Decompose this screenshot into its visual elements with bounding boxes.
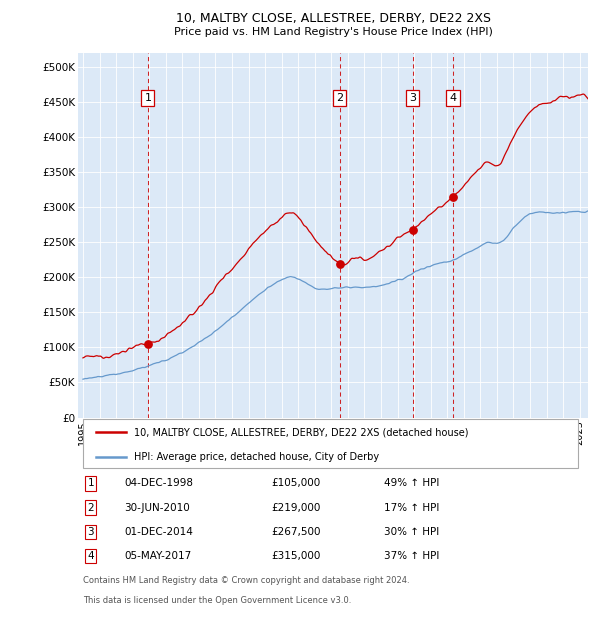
Text: 01-DEC-2014: 01-DEC-2014 bbox=[124, 527, 193, 537]
Text: £219,000: £219,000 bbox=[272, 503, 321, 513]
Text: 4: 4 bbox=[88, 551, 94, 561]
Text: 30-JUN-2010: 30-JUN-2010 bbox=[124, 503, 190, 513]
Text: 04-DEC-1998: 04-DEC-1998 bbox=[124, 479, 193, 489]
Text: 37% ↑ HPI: 37% ↑ HPI bbox=[384, 551, 439, 561]
Text: 30% ↑ HPI: 30% ↑ HPI bbox=[384, 527, 439, 537]
Text: 1: 1 bbox=[88, 479, 94, 489]
Text: Contains HM Land Registry data © Crown copyright and database right 2024.: Contains HM Land Registry data © Crown c… bbox=[83, 576, 410, 585]
FancyBboxPatch shape bbox=[83, 419, 578, 468]
Text: 17% ↑ HPI: 17% ↑ HPI bbox=[384, 503, 439, 513]
Point bbox=[335, 259, 344, 269]
Text: Price paid vs. HM Land Registry's House Price Index (HPI): Price paid vs. HM Land Registry's House … bbox=[173, 27, 493, 37]
Point bbox=[408, 225, 418, 235]
Text: 10, MALTBY CLOSE, ALLESTREE, DERBY, DE22 2XS: 10, MALTBY CLOSE, ALLESTREE, DERBY, DE22… bbox=[176, 12, 491, 25]
Text: 2: 2 bbox=[336, 93, 343, 104]
Point bbox=[143, 339, 152, 349]
Text: 10, MALTBY CLOSE, ALLESTREE, DERBY, DE22 2XS (detached house): 10, MALTBY CLOSE, ALLESTREE, DERBY, DE22… bbox=[134, 427, 469, 437]
Text: 05-MAY-2017: 05-MAY-2017 bbox=[124, 551, 191, 561]
Text: This data is licensed under the Open Government Licence v3.0.: This data is licensed under the Open Gov… bbox=[83, 596, 352, 604]
Text: £315,000: £315,000 bbox=[272, 551, 321, 561]
Text: 49% ↑ HPI: 49% ↑ HPI bbox=[384, 479, 439, 489]
Text: £267,500: £267,500 bbox=[272, 527, 322, 537]
Text: HPI: Average price, detached house, City of Derby: HPI: Average price, detached house, City… bbox=[134, 451, 379, 461]
Text: £105,000: £105,000 bbox=[272, 479, 321, 489]
Text: 1: 1 bbox=[145, 93, 151, 104]
Point bbox=[448, 192, 458, 202]
Text: 3: 3 bbox=[88, 527, 94, 537]
Text: 2: 2 bbox=[88, 503, 94, 513]
Text: 3: 3 bbox=[409, 93, 416, 104]
Text: 4: 4 bbox=[449, 93, 457, 104]
